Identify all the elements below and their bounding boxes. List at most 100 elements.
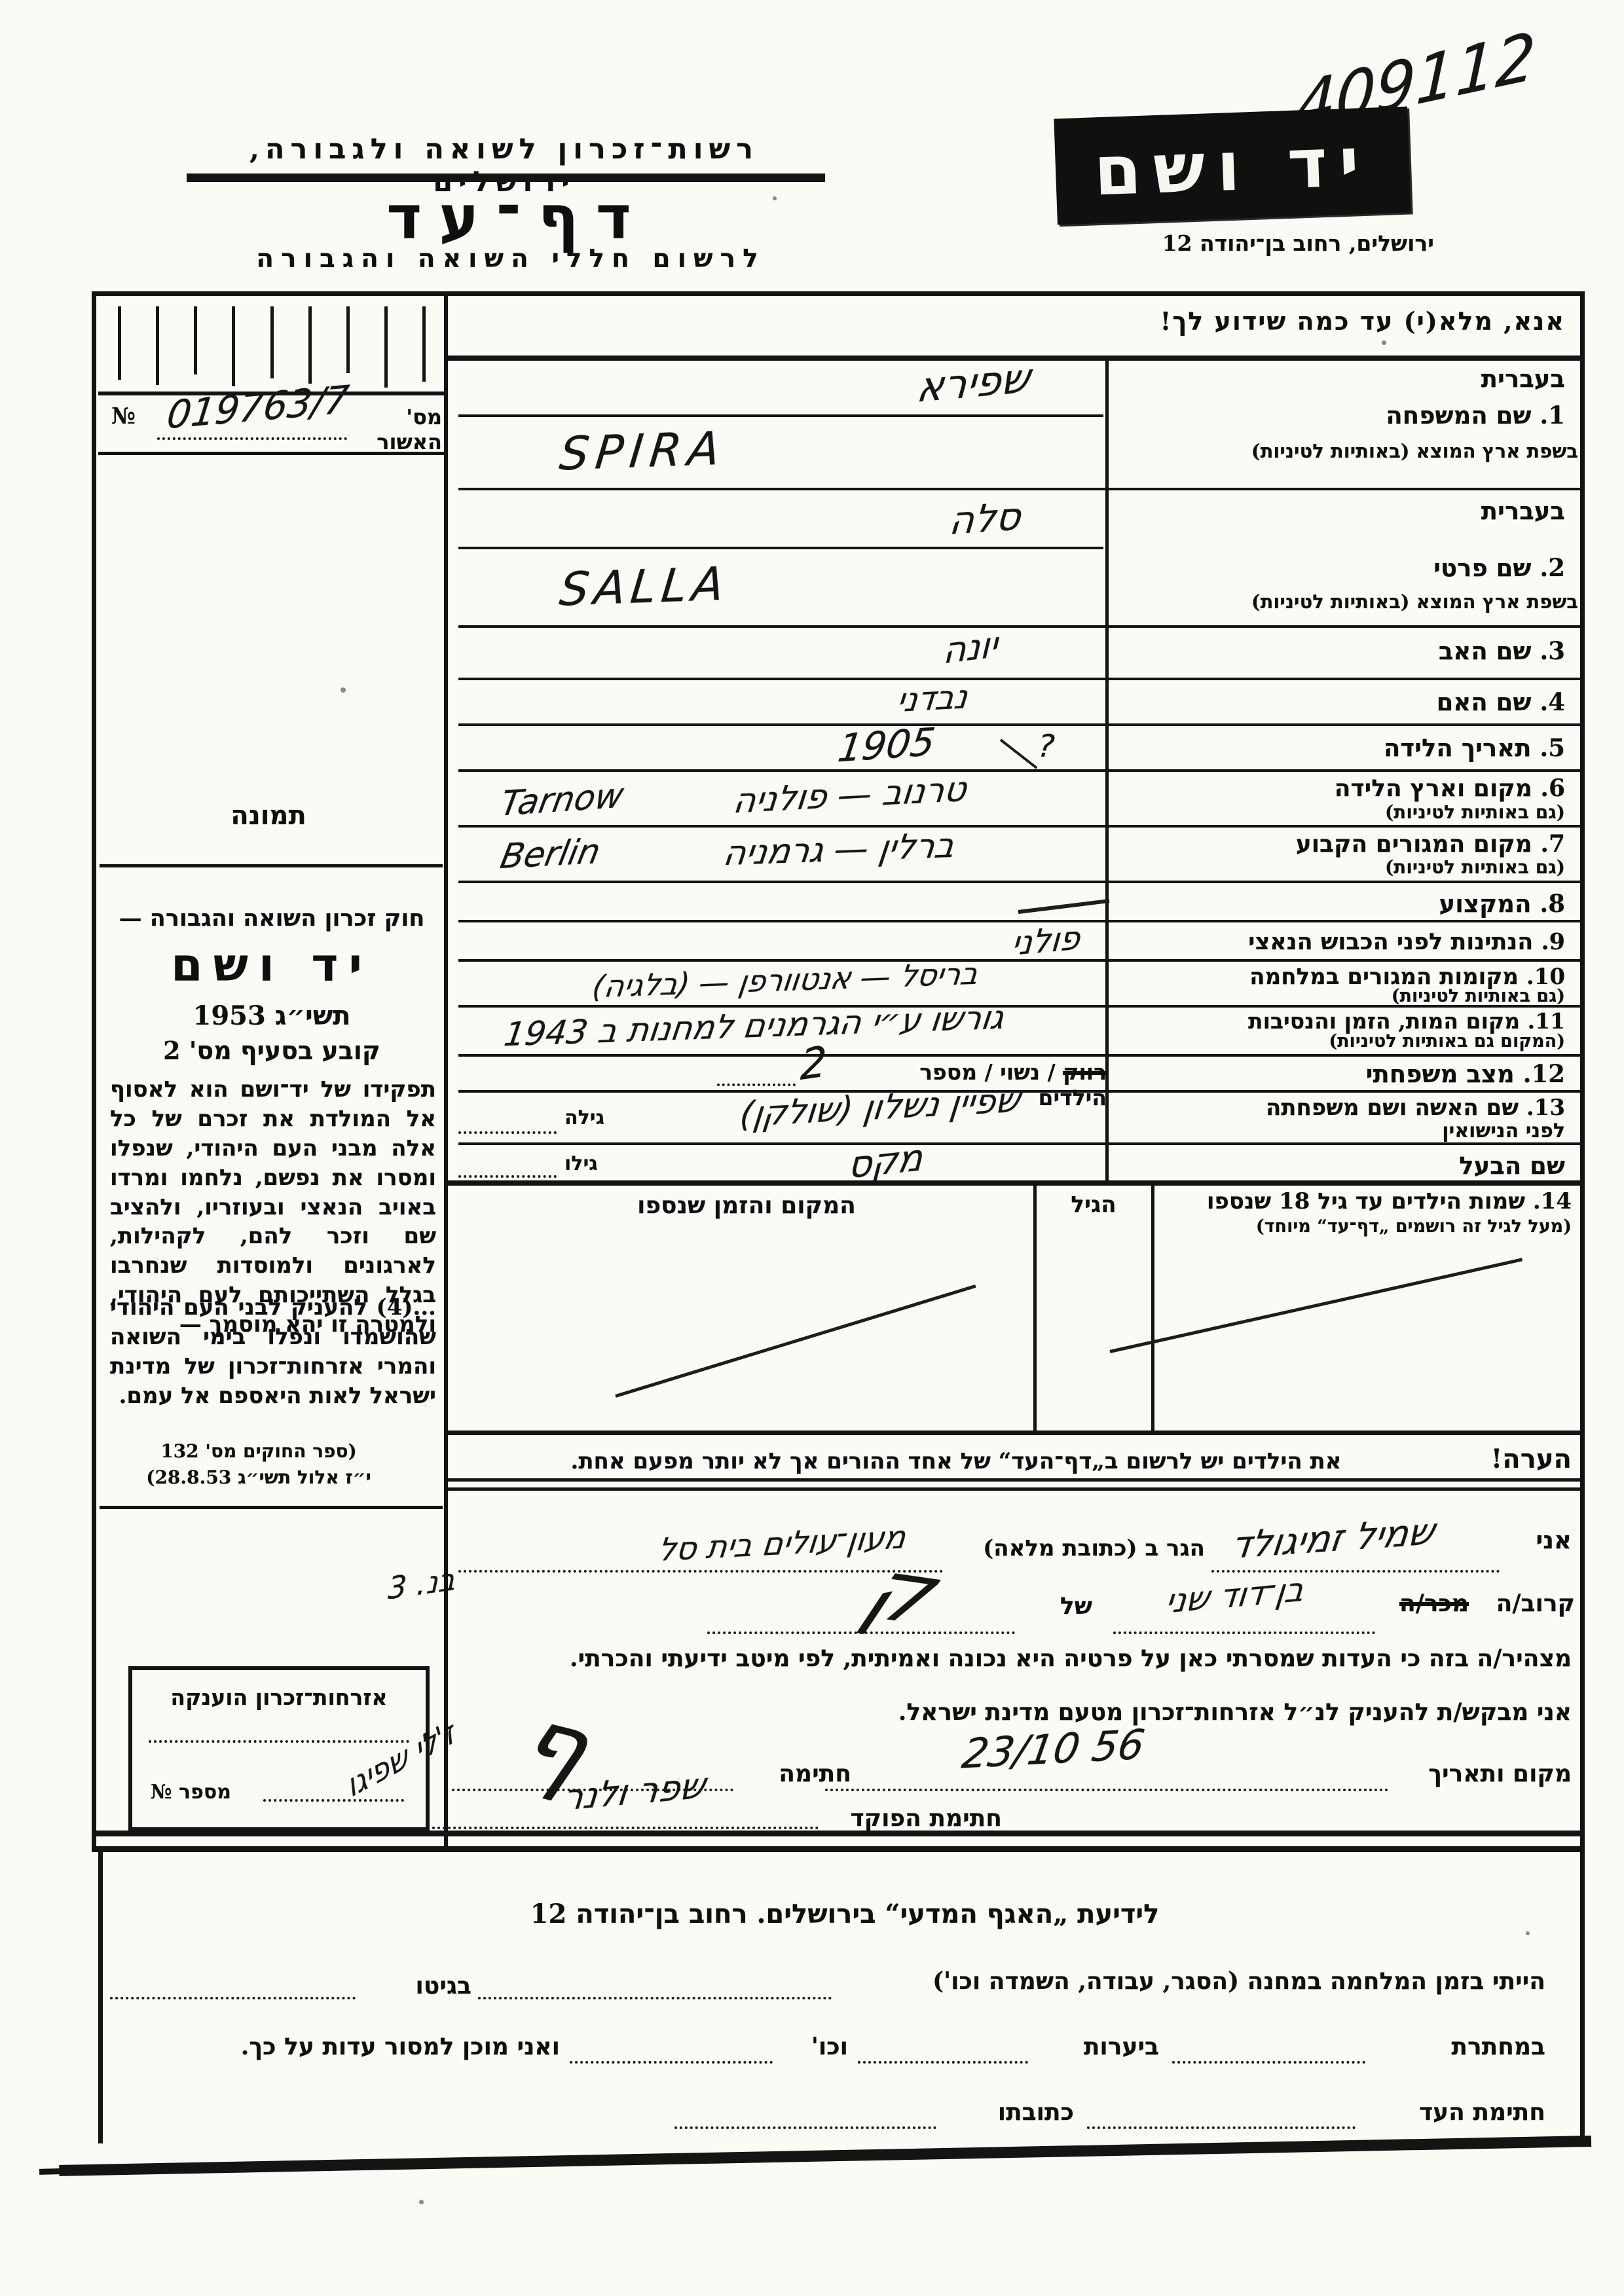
entry-husband-name: מקס: [847, 1136, 925, 1188]
section-double-line-b: [92, 1846, 1585, 1852]
form-subtitle: לרשום חללי השואה והגבורה: [256, 244, 766, 274]
relation-dots: [1113, 1631, 1375, 1634]
approval-number-label: מס' האשור: [377, 405, 442, 454]
instruction-underline: [445, 355, 1585, 361]
section-double-line-a: [92, 1831, 1585, 1836]
field6-label: 6. מקום וארץ הלידה: [1334, 774, 1565, 802]
field11-label: 11. מקום המות, הזמן והנסיבות: [1248, 1008, 1565, 1034]
declarant-address-handwriting: מעון־עולים בית סל: [655, 1518, 908, 1569]
field14-label: 14. שמות הילדים עד גיל 18 שנספו: [1206, 1188, 1572, 1214]
note-top-line: [445, 1430, 1585, 1435]
logo-text: יד ושם: [1092, 120, 1373, 211]
law-citation-1: (ספר החוקים מס' 132: [160, 1440, 357, 1462]
granted-box-line2: [263, 1799, 404, 1802]
underground-label: במחתרת: [1451, 2033, 1545, 2060]
table-age-header: הגיל: [1071, 1192, 1116, 1218]
row-line: [458, 920, 1581, 922]
field4-label: 4. שם האם: [1436, 687, 1565, 716]
his-age-dots: [458, 1175, 557, 1178]
ruler-ticks: [118, 306, 426, 388]
note-bottom-line-a: [445, 1478, 1585, 1482]
frame-left: [92, 291, 96, 1848]
marital-status-options: רווק / נשוי / מספר הילדים: [919, 1059, 1107, 1110]
of-label: של: [1060, 1592, 1092, 1620]
date-handwriting: 23/10 56: [959, 1720, 1148, 1778]
bottom-frame-left: [98, 1852, 103, 2143]
scan-speckle: [1526, 1931, 1530, 1935]
her-age-label: גילה: [564, 1106, 604, 1129]
frame-right: [1580, 291, 1585, 1848]
law-intro: חוק זכרון השואה והגבורה —: [119, 905, 425, 932]
law-section: קובע בסעיף מס' 2: [163, 1036, 380, 1065]
frame-top: [92, 291, 1585, 296]
forests-dots: [858, 2061, 1028, 2064]
row-line: [458, 1142, 1581, 1145]
row-line: [458, 625, 1581, 628]
entry-father-name: יונה: [942, 623, 999, 672]
bottom-border-thick: [59, 2136, 1592, 2176]
field13-sublabel: לפני הנישואין: [1442, 1120, 1565, 1142]
row-line: [458, 414, 1103, 417]
law-citation-2: י״ז אלול תשי״ג 28.8.53): [146, 1467, 371, 1488]
scan-speckle: [1382, 340, 1386, 345]
field7-sublabel: (גם באותיות לטיניות): [1384, 856, 1565, 878]
field10-sublabel: (גם באותיות לטיניות): [1391, 986, 1565, 1006]
scan-speckle: [341, 687, 346, 693]
declarant-name-dots: [1211, 1570, 1500, 1573]
left-box-divider: [444, 291, 448, 1848]
option-single: רווק: [1063, 1059, 1107, 1085]
field12-label: 12. מצב משפחתי: [1365, 1059, 1565, 1088]
husband-name-label: שם הבעל: [1459, 1151, 1565, 1180]
children-count-label: מספר הילדים: [919, 1059, 1107, 1110]
entry-birth-year-question-mark: ?: [1037, 727, 1056, 765]
field10-label: 10. מקומות המגורים במלחמה: [1249, 964, 1565, 990]
photo-box-underline: [100, 864, 443, 867]
scientific-dept-title: לידיעת „האגף המדעי“ בירושלים. רחוב בן־יה…: [530, 1899, 1160, 1929]
entry-children-count: 2: [799, 1037, 828, 1091]
granted-box-line1: [149, 1740, 409, 1743]
row-line: [458, 723, 1581, 726]
entry-first-name-latin: SALLA: [557, 556, 732, 617]
table-crossout-stroke-right: [1109, 1258, 1523, 1353]
row-line: [458, 1005, 1581, 1008]
yad-vashem-logo-stamp: יד ושם: [1054, 106, 1411, 225]
declarant-i-label: אני: [1536, 1525, 1572, 1554]
row-line: [458, 769, 1581, 772]
fill-in-instruction: אנא, מלא(י) עד כמה שידוע לך!: [1160, 306, 1565, 336]
entry-residence-hebrew: ברלין — גרמניה: [720, 826, 957, 874]
row-line: [458, 488, 1581, 490]
entry-birth-place-hebrew: טרנוב — פולניה: [731, 769, 969, 822]
birth-year-pen-stroke: [999, 738, 1038, 769]
field14-sublabel: (מעל לגיל זה רושמים „דף־עד“ מיוחד): [1255, 1216, 1572, 1237]
row-line: [458, 825, 1581, 828]
entry-war-places: בריסל — אנטוורפן — (בלגיה): [590, 955, 981, 1005]
option-married: נשוי: [1000, 1059, 1041, 1085]
scan-speckle: [1506, 812, 1510, 816]
note-label: הערה!: [1490, 1444, 1572, 1474]
entry-family-name-latin: SPIRA: [557, 421, 729, 481]
truth-statement: מצהיר/ה בזה כי העדות שמסרתי כאן על פרטיה…: [569, 1645, 1572, 1672]
approval-number-symbol: №: [111, 403, 136, 429]
field2-lang-label: בעברית: [1481, 496, 1565, 525]
profession-pen-dash: [1018, 898, 1110, 914]
field6-sublabel: (גם באותיות לטיניות): [1384, 801, 1565, 823]
field5-label: 5. תאריך הלידה: [1383, 733, 1565, 762]
relative-label: קרוב/ה: [1496, 1590, 1575, 1617]
entry-first-name-hebrew: סלה: [947, 493, 1023, 544]
scan-speckle: [419, 2200, 424, 2204]
row-line: [458, 678, 1581, 680]
bottom-frame-right: [1580, 1852, 1585, 2143]
authority-name: רשות־זכרון לשואה ולגבורה, ירושלים: [249, 133, 759, 198]
relation-handwriting: בן־דוד שני: [1163, 1570, 1306, 1621]
entry-wife-name: שפיין נשלון (שולקן): [737, 1080, 1022, 1135]
field1-sublabel: בשפת ארץ המוצא (באותיות לטיניות): [1251, 440, 1578, 462]
header-underline-bar: [187, 173, 825, 182]
granted-number-label: מספר №: [151, 1781, 231, 1804]
row-line: [458, 881, 1581, 883]
law-body-text: תפקידו של יד־ושם הוא לאסוף אל המולדת את …: [110, 1076, 436, 1338]
approval-number-dots: [157, 437, 347, 440]
ghetto-dots: [110, 1997, 356, 1999]
field7-label: 7. מקום המגורים הקבוע: [1295, 830, 1565, 858]
entry-family-name-hebrew: שפירא: [915, 354, 1032, 412]
